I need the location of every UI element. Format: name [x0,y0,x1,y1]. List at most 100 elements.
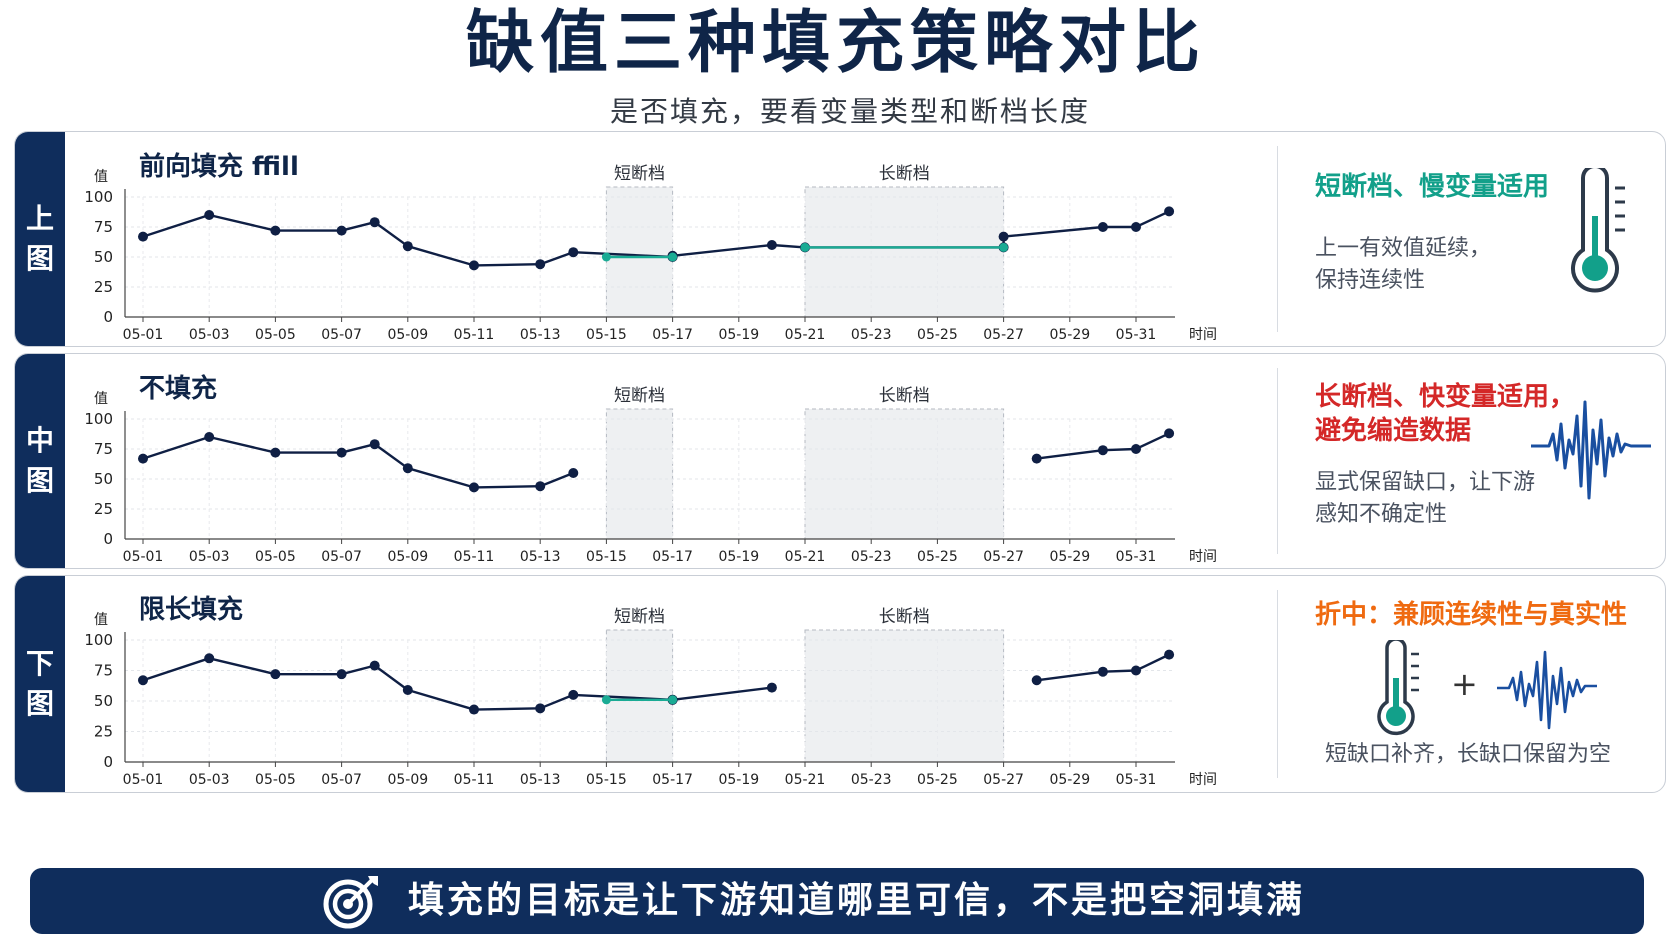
data-point [568,689,579,700]
y-tick-label: 0 [103,530,113,548]
data-point [336,447,347,458]
x-tick-label: 05-11 [454,772,495,788]
x-tick-label: 05-23 [851,772,892,788]
note-area: 折中：兼顾连续性与真实性 + 短缺口补齐，长缺口保留为空 [1301,576,1661,792]
data-point [1164,649,1175,660]
data-point [1131,665,1141,676]
data-point [1097,666,1108,677]
x-tick-label: 05-23 [851,549,892,565]
x-tick-label: 05-09 [387,549,428,565]
x-tick-label: 05-31 [1116,549,1157,565]
data-point [204,653,215,664]
y-tick-label: 0 [103,753,113,771]
data-point [469,704,479,715]
panel-top: 上 图 短断档 长断档 100 75 50 25 0 05-01 05-03 05-05 05-07… [14,131,1666,347]
y-axis-label: 值 [94,391,108,407]
x-tick-label: 05-17 [652,549,693,565]
target-icon [323,876,378,929]
data-point [402,463,413,474]
panel-middle: 中 图 短断档 长断档 100 75 50 25 0 05-01 05-03 05-05 05-07… [14,353,1666,569]
filled-point [601,695,611,705]
x-tick-label: 05-15 [586,327,627,343]
x-tick-label: 05-13 [520,327,561,343]
x-tick-label: 05-21 [785,549,826,565]
side-label-char: 下 [25,647,54,680]
y-tick-label: 25 [94,278,113,296]
gap-label: 长断档 [879,386,930,406]
x-tick-label: 05-19 [718,549,759,565]
data-point [1131,444,1141,454]
data-point [1031,675,1042,686]
filled-point [601,252,611,262]
x-tick-label: 05-17 [652,327,693,343]
filled-point [668,695,678,705]
x-tick-label: 05-01 [123,549,164,565]
x-tick-label: 05-13 [520,549,561,565]
side-label-char: 图 [25,242,54,275]
x-tick-label: 05-27 [983,327,1024,343]
data-point [1164,428,1175,439]
x-tick-label: 05-29 [1049,772,1090,788]
x-tick-label: 05-15 [586,772,627,788]
data-point [204,210,215,220]
data-point [766,240,777,250]
data-point [535,481,546,492]
note-heading: 避免编造数据 [1315,416,1472,446]
y-axis-label: 值 [94,169,108,185]
y-tick-label: 75 [94,662,113,680]
y-tick-label: 100 [84,631,113,649]
y-tick-label: 50 [94,470,113,488]
y-tick-label: 25 [94,723,113,741]
gap-region [605,186,674,318]
data-point [138,675,148,686]
x-tick-label: 05-15 [586,549,627,565]
data-point [336,225,347,236]
side-label-char: 中 [25,424,54,457]
chart-title: 前向填充 ffill [139,151,299,182]
data-point [270,447,281,458]
chart-title: 限长填充 [139,594,243,625]
x-tick-label: 05-11 [454,549,495,565]
thermometer-icon [1377,640,1419,736]
y-tick-label: 100 [84,410,113,428]
side-label-char: 图 [25,464,54,497]
note-body-line: 短缺口补齐，长缺口保留为空 [1325,742,1612,767]
data-point [1031,453,1042,464]
divider [1277,590,1278,778]
x-tick-label: 05-29 [1049,549,1090,565]
data-point [204,432,215,442]
panel-side-label: 中 图 [15,354,65,568]
series-line [1036,653,1170,682]
data-point [998,231,1009,242]
data-point [535,703,546,714]
note-body-line: 显式保留缺口，让下游 [1315,470,1536,495]
y-tick-label: 75 [94,440,113,458]
x-tick-label: 05-19 [718,772,759,788]
divider [1277,368,1278,554]
x-tick-label: 05-31 [1116,772,1157,788]
x-tick-label: 05-21 [785,327,826,343]
data-point [138,231,148,242]
x-tick-label: 05-03 [189,772,230,788]
panel-bottom: 下 图 短断档 长断档 100 75 50 25 0 05-01 05-03 05-05 05-07… [14,575,1666,793]
footer-text: 填充的目标是让下游知道哪里可信，不是把空洞填满 [408,880,1306,921]
gap-label: 短断档 [614,386,665,406]
data-point [535,259,546,270]
footer-banner: 填充的目标是让下游知道哪里可信，不是把空洞填满 [30,868,1644,934]
x-tick-label: 05-07 [321,327,362,343]
gap-region [804,408,1005,540]
x-tick-label: 05-31 [1116,327,1157,343]
y-tick-label: 25 [94,500,113,518]
data-point [568,468,579,478]
waveform-icon [1497,650,1597,730]
line-chart-ffill: 短断档 长断档 100 75 50 25 0 05-01 05-03 05-05 05-07 05-0… [84,151,1217,343]
data-point [270,669,281,680]
gap-region [605,408,674,540]
data-point [469,260,479,271]
x-tick-label: 05-05 [255,772,296,788]
plus-sign: + [1451,665,1478,703]
x-tick-label: 05-01 [123,327,164,343]
chart-title: 不填充 [139,373,217,404]
x-tick-label: 05-07 [321,549,362,565]
x-tick-label: 05-23 [851,327,892,343]
